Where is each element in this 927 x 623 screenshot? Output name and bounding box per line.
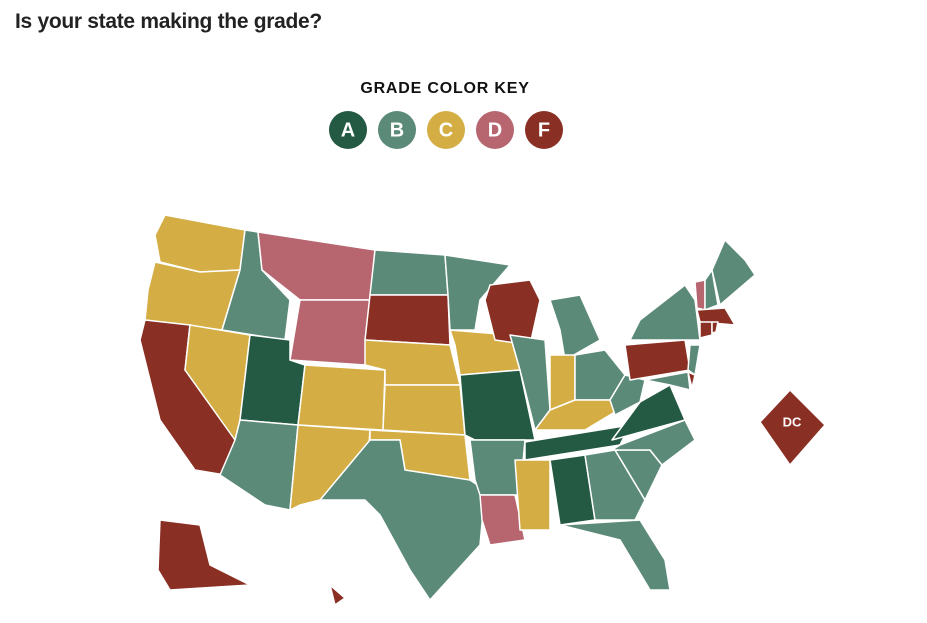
state-region (297, 364, 386, 431)
state-region (364, 294, 451, 346)
state-region (704, 269, 719, 311)
key-letter: A (341, 119, 355, 141)
key-letter: D (488, 119, 502, 141)
state-region (584, 449, 646, 521)
state-region (559, 519, 671, 591)
state-region (444, 254, 511, 331)
page-title: Is your state making the grade? (15, 10, 322, 33)
key-swatch (427, 111, 465, 149)
state-region (157, 519, 251, 591)
state-region (711, 239, 756, 306)
key-swatch (476, 111, 514, 149)
state-region (644, 371, 691, 391)
state-region (382, 384, 466, 436)
state-region (609, 374, 646, 416)
state-region (329, 584, 346, 606)
state-region (549, 294, 601, 361)
state-region (759, 389, 826, 466)
state-region (711, 321, 719, 334)
state-region (629, 284, 701, 341)
key-letter: C (439, 119, 453, 141)
state-region (369, 249, 449, 296)
key-swatch (525, 111, 563, 149)
state-region (514, 459, 551, 531)
states: DC (139, 214, 826, 606)
state-region (699, 321, 713, 339)
state-region (694, 279, 706, 311)
key-swatch (329, 111, 367, 149)
state-region (319, 439, 486, 601)
dc-label: DC (783, 414, 802, 429)
state-region (696, 307, 736, 326)
key-letter: F (538, 119, 550, 141)
key-swatch (378, 111, 416, 149)
key-title: GRADE COLOR KEY (360, 80, 529, 97)
state-region (289, 299, 371, 366)
state-region (687, 371, 696, 389)
key-letter: B (390, 119, 404, 141)
state-region (154, 214, 246, 273)
state-region (479, 494, 526, 546)
state-region (687, 344, 701, 376)
